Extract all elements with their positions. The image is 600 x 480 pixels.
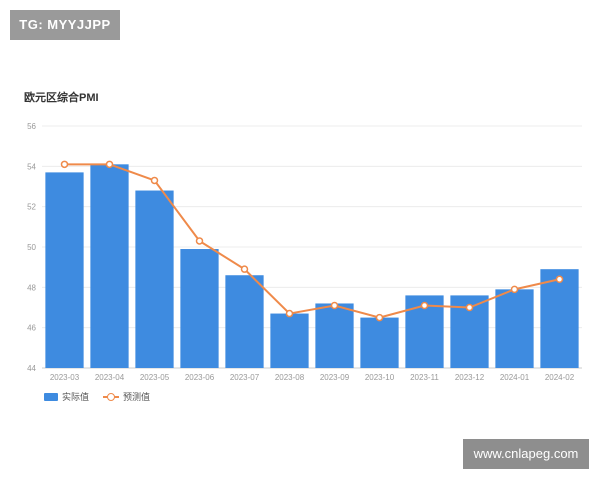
bar xyxy=(495,289,534,368)
x-tick-label: 2023-04 xyxy=(95,373,125,382)
bar xyxy=(225,275,264,368)
legend-label-actual: 实际值 xyxy=(62,392,90,402)
chart-legend: 实际值 预测值 xyxy=(44,390,164,403)
x-tick-label: 2023-03 xyxy=(50,373,80,382)
x-tick-label: 2023-05 xyxy=(140,373,170,382)
x-tick-label: 2023-11 xyxy=(410,373,439,382)
forecast-point xyxy=(195,237,204,245)
forecast-point xyxy=(465,303,474,312)
x-tick-label: 2023-10 xyxy=(365,373,395,382)
y-tick-label: 44 xyxy=(27,364,36,373)
forecast-point xyxy=(510,285,519,294)
legend-label-forecast: 预测值 xyxy=(123,392,151,402)
bar xyxy=(135,190,174,368)
tg-watermark-badge: TG: MYYJJPP xyxy=(10,10,120,40)
y-tick-label: 46 xyxy=(27,324,36,333)
site-url-badge: www.cnlapeg.com xyxy=(463,439,589,469)
bar xyxy=(90,164,129,368)
y-tick-label: 54 xyxy=(27,162,36,171)
bar xyxy=(45,172,84,368)
x-tick-label: 2024-02 xyxy=(545,373,575,382)
legend-item-actual[interactable]: 实际值 xyxy=(44,390,89,403)
legend-bar-swatch xyxy=(44,392,58,401)
legend-item-forecast[interactable]: 预测值 xyxy=(103,390,150,403)
bar-series xyxy=(45,164,579,368)
forecast-point xyxy=(375,313,384,322)
forecast-point xyxy=(555,275,564,284)
forecast-point xyxy=(420,301,429,310)
bar xyxy=(315,303,354,368)
bar xyxy=(270,313,309,368)
forecast-line xyxy=(64,163,560,319)
chart-title: 欧元区综合PMI xyxy=(24,92,99,104)
forecast-point xyxy=(330,301,339,310)
bar xyxy=(540,269,579,368)
x-axis-ticks: 2023-03 2023-04 2023-05 2023-06 2023-07 2023-… xyxy=(50,373,575,382)
x-tick-label: 2023-12 xyxy=(455,373,485,382)
forecast-point xyxy=(60,160,69,169)
bar xyxy=(180,249,219,368)
forecast-point xyxy=(105,160,114,169)
line-series xyxy=(60,160,564,322)
forecast-point xyxy=(240,265,249,273)
y-tick-label: 52 xyxy=(27,203,36,212)
x-tick-label: 2024-01 xyxy=(500,373,530,382)
x-tick-label: 2023-09 xyxy=(320,373,350,382)
x-tick-label: 2023-07 xyxy=(230,373,260,382)
y-axis-ticks: 44 46 48 50 52 54 56 xyxy=(27,122,36,373)
x-tick-label: 2023-08 xyxy=(275,373,305,382)
grid-lines xyxy=(42,125,582,369)
forecast-point xyxy=(150,176,159,185)
legend-line-swatch xyxy=(103,392,120,401)
forecast-point xyxy=(285,309,294,318)
y-tick-label: 50 xyxy=(27,243,36,252)
y-tick-label: 48 xyxy=(27,283,36,292)
x-tick-label: 2023-06 xyxy=(185,373,215,382)
y-tick-label: 56 xyxy=(27,122,36,131)
bar xyxy=(360,317,399,368)
